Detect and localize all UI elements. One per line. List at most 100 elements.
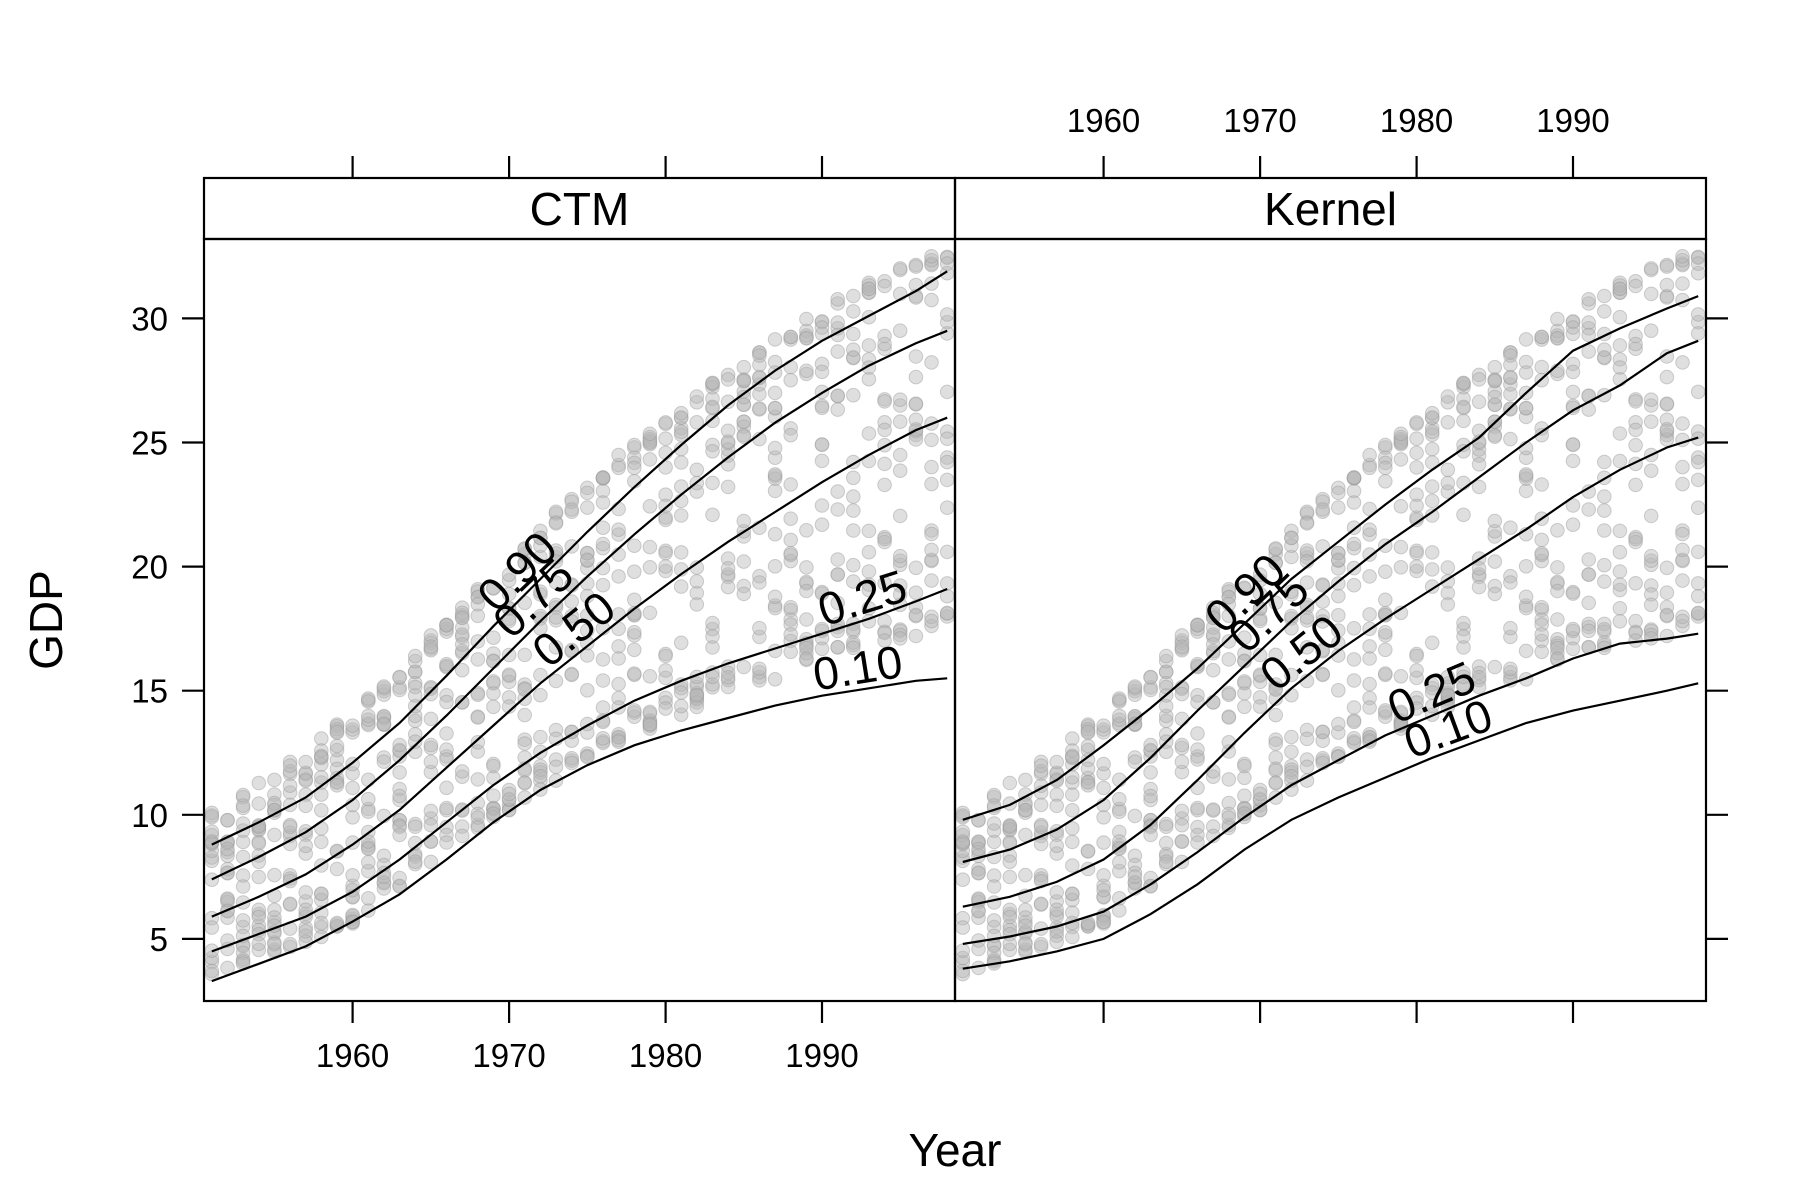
data-point	[924, 542, 939, 558]
data-point	[454, 662, 470, 678]
data-point	[1565, 437, 1581, 453]
data-point	[470, 584, 486, 599]
data-point	[423, 754, 439, 770]
data-point	[533, 530, 548, 546]
data-point	[1456, 400, 1471, 416]
data-point	[1252, 613, 1268, 629]
data-point	[1112, 838, 1127, 853]
data-point	[1096, 890, 1111, 905]
data-point	[799, 560, 814, 575]
data-point	[376, 680, 392, 696]
data-point	[799, 328, 814, 343]
data-point	[611, 501, 626, 517]
data-point	[314, 803, 329, 818]
data-point	[345, 810, 360, 825]
data-point	[423, 817, 439, 833]
data-point	[1284, 538, 1299, 554]
data-point	[1237, 801, 1252, 816]
data-point	[1331, 500, 1346, 515]
data-point	[1080, 738, 1096, 754]
data-point	[1174, 633, 1190, 648]
data-point	[376, 881, 392, 896]
data-point	[924, 526, 939, 542]
data-point	[1503, 665, 1518, 680]
data-point	[1331, 546, 1346, 561]
data-point	[329, 861, 345, 877]
data-point	[392, 742, 407, 758]
data-point	[533, 549, 548, 565]
data-point	[1065, 803, 1080, 818]
data-point	[486, 801, 501, 816]
data-point	[595, 673, 611, 688]
data-point	[1362, 690, 1377, 706]
data-point	[783, 532, 799, 548]
data-point	[1518, 365, 1534, 380]
data-point	[1018, 942, 1033, 958]
data-point	[1424, 635, 1440, 651]
data-point	[345, 766, 360, 781]
data-point	[627, 666, 642, 681]
data-point	[1424, 562, 1440, 577]
data-point	[329, 721, 345, 737]
data-point	[1331, 608, 1346, 623]
data-point	[799, 640, 814, 656]
data-point	[1362, 639, 1377, 654]
data-point	[814, 437, 830, 453]
data-point	[486, 756, 501, 772]
data-point	[1190, 800, 1205, 816]
data-point	[1252, 802, 1268, 818]
data-point	[986, 816, 1002, 831]
data-point	[470, 817, 486, 833]
data-point	[1112, 694, 1127, 709]
data-point	[267, 867, 282, 883]
data-point	[1158, 676, 1174, 691]
data-point	[1378, 437, 1393, 453]
data-point	[1221, 596, 1237, 612]
data-point	[454, 637, 470, 652]
data-point	[1565, 326, 1581, 342]
data-point	[1675, 526, 1690, 542]
data-point	[1112, 834, 1127, 849]
data-point	[1643, 548, 1659, 564]
data-point	[580, 480, 595, 496]
data-point	[501, 674, 517, 690]
data-point	[548, 613, 564, 628]
data-point	[1205, 605, 1221, 621]
data-point	[1018, 827, 1033, 843]
data-point	[1393, 499, 1409, 514]
data-point	[361, 840, 376, 856]
y-axis-title: GDP	[20, 570, 72, 670]
data-point	[533, 687, 548, 703]
data-point	[1628, 625, 1643, 641]
data-point	[1221, 589, 1237, 605]
data-point	[877, 625, 892, 641]
data-point	[830, 567, 846, 582]
data-point	[1628, 477, 1643, 493]
data-point	[799, 574, 814, 590]
data-point	[642, 432, 658, 447]
data-point	[1268, 736, 1283, 751]
data-point	[564, 494, 580, 510]
data-point	[1675, 252, 1690, 268]
data-point	[580, 588, 595, 604]
data-point	[548, 673, 564, 689]
data-point	[1362, 727, 1377, 742]
data-point	[1299, 504, 1315, 520]
data-point	[1346, 734, 1362, 749]
data-point	[1393, 539, 1409, 555]
data-point	[1378, 709, 1393, 725]
data-point	[1440, 687, 1456, 703]
data-point	[642, 429, 658, 445]
data-point	[376, 687, 392, 703]
data-point	[407, 713, 423, 729]
data-point	[1127, 709, 1143, 725]
data-point	[783, 612, 799, 627]
data-point	[814, 364, 830, 380]
data-point	[1643, 623, 1659, 639]
data-point	[329, 752, 345, 768]
data-point	[580, 553, 595, 569]
data-point	[298, 846, 314, 861]
y-tick-label: 30	[131, 300, 168, 337]
data-point	[1518, 483, 1534, 499]
data-point	[1628, 534, 1643, 550]
